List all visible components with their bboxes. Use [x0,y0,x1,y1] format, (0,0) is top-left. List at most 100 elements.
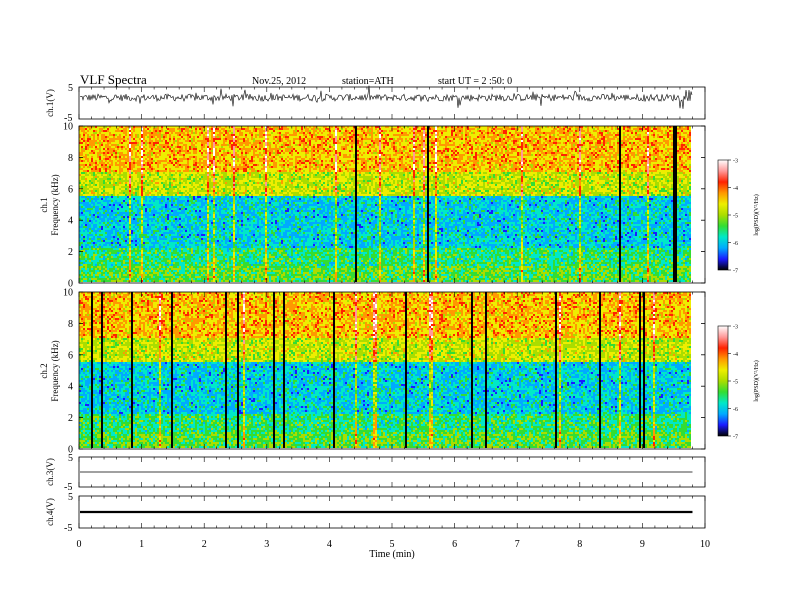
spectrogram-cell [689,138,691,140]
spectrogram-cell [121,132,123,134]
spectrogram-cell [597,156,599,158]
spectrogram-cell [97,126,99,128]
spectrogram-cell [647,136,649,138]
spectrogram-cell [577,152,579,154]
spectrogram-cell [589,150,591,152]
spectrogram-cell [543,152,545,154]
spectrogram-cell [453,130,455,132]
spectrogram-cell [93,126,95,128]
spectrogram-cell [453,150,455,152]
spectrogram-cell [241,136,243,138]
spectrogram-cell [147,152,149,154]
spectrogram-cell [621,142,623,144]
spectrogram-cell [399,136,401,138]
spectrogram-cell [495,156,497,158]
spectrogram-cell [261,134,263,136]
spectrogram-cell [81,146,83,148]
spectrogram-cell [241,138,243,140]
spectrogram-cell [337,126,339,128]
spectrogram-cell [487,148,489,150]
spectrogram-cell [353,142,355,144]
spectrogram-cell [379,138,381,140]
spectrogram-cell [365,132,367,134]
spectrogram-cell [467,126,469,128]
spectrogram-cell [123,138,125,140]
spectrogram-cell [121,140,123,142]
spectrogram-cell [447,130,449,132]
spectrogram-cell [511,132,513,134]
spectrogram-cell [407,126,409,128]
spectrogram-cell [277,126,279,128]
spectrogram-cell [271,150,273,152]
spectrogram-cell [141,150,143,152]
spectrogram-cell [451,132,453,134]
spectrogram-cell [665,126,667,128]
spectrogram-cell [155,134,157,136]
spectrogram-cell [603,140,605,142]
spectrogram-cell [671,142,673,144]
spectrogram-cell [649,128,651,130]
spectrogram-cell [611,150,613,152]
spectrogram-cell [419,132,421,134]
spectrogram-cell [333,148,335,150]
spectrogram-cell [481,142,483,144]
spectrogram-cell [247,154,249,156]
spectrogram-cell [653,148,655,150]
spectrogram-cell [223,130,225,132]
spectrogram-cell [647,148,649,150]
spectrogram-cell [145,152,147,154]
spectrogram-cell [667,128,669,130]
spectrogram-cell [617,128,619,130]
spectrogram-cell [197,156,199,158]
spectrogram-cell [487,128,489,130]
spectrogram-cell [407,144,409,146]
spectrogram-cell [553,130,555,132]
spectrogram-cell [349,126,351,128]
spectrogram-cell [445,148,447,150]
spectrogram-cell [527,142,529,144]
spectrogram-cell [653,130,655,132]
spectrogram-cell [151,144,153,146]
spectrogram-cell [491,134,493,136]
spectrogram-cell [567,142,569,144]
spectrogram-cell [157,158,159,160]
spectrogram-cell [167,152,169,154]
spectrogram-cell [571,148,573,150]
spectrogram-cell [419,142,421,144]
spectrogram-cell [177,136,179,138]
spectrogram-cell [441,140,443,142]
spectrogram-cell [83,126,85,128]
spectrogram-cell [553,134,555,136]
spectrogram-cell [285,134,287,136]
spectrogram-cell [109,156,111,158]
spectrogram-cell [563,154,565,156]
spectrogram-cell [225,132,227,134]
spectrogram-cell [581,134,583,136]
spectrogram-cell [429,132,431,134]
spectrogram-cell [487,130,489,132]
spectrogram-cell [213,148,215,150]
spectrogram-cell [561,144,563,146]
spectrogram-cell [427,136,429,138]
spectrogram-cell [309,146,311,148]
spectrogram-cell [353,156,355,158]
spectrogram-cell [221,138,223,140]
spectrogram-cell [461,154,463,156]
spectrogram-cell [391,144,393,146]
spectrogram-cell [305,134,307,136]
spectrogram-cell [613,144,615,146]
spectrogram-cell [491,132,493,134]
spectrogram-cell [145,126,147,128]
spectrogram-cell [153,136,155,138]
spectrogram-cell [371,128,373,130]
spectrogram-cell [223,156,225,158]
spectrogram-cell [631,144,633,146]
spectrogram-cell [575,148,577,150]
spectrogram-cell [381,144,383,146]
spectrogram-cell [113,140,115,142]
spectrogram-cell [395,146,397,148]
spectrogram-cell [115,142,117,144]
spectrogram-cell [267,138,269,140]
spectrogram-cell [207,132,209,134]
spectrogram-cell [291,142,293,144]
